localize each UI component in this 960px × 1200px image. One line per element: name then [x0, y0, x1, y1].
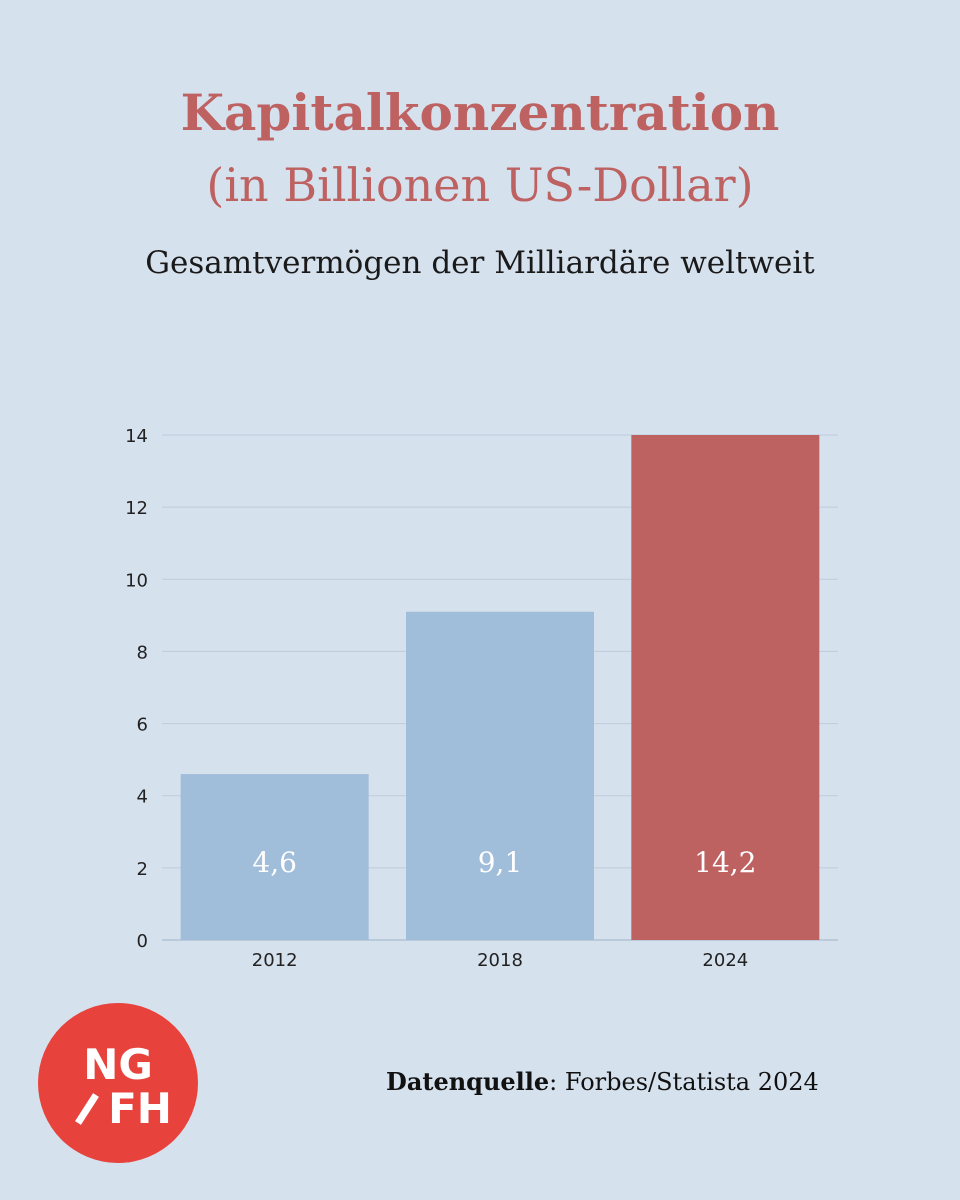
x-tick-label: 2012	[252, 950, 298, 971]
y-tick-label: 12	[125, 498, 148, 519]
data-source-text: : Forbes/Statista 2024	[549, 1068, 819, 1096]
bar	[406, 611, 594, 940]
logo-slash	[75, 1093, 99, 1125]
y-tick-label: 8	[137, 642, 148, 663]
data-source-label: Datenquelle	[386, 1067, 550, 1096]
x-tick-label: 2018	[477, 950, 523, 971]
x-tick-label: 2024	[702, 950, 748, 971]
y-tick-label: 2	[137, 859, 148, 880]
y-tick-label: 6	[137, 715, 148, 736]
bar-chart: 0 2 4 6 8 10 12 14 4,6 2012 9,1 2018 14,2 2024	[125, 426, 838, 971]
logo-text-bottom: FH	[108, 1084, 172, 1133]
y-tick-label: 14	[125, 426, 148, 447]
bar-data-label: 4,6	[252, 846, 297, 879]
y-tick-label: 0	[137, 931, 148, 952]
chart-caption: Gesamtvermögen der Milliardäre weltweit	[145, 245, 815, 281]
bar-data-label: 9,1	[478, 846, 523, 879]
ngfh-logo-mark: NG FH	[75, 1040, 172, 1133]
bar	[180, 774, 369, 940]
bar	[631, 435, 820, 940]
chart-subtitle: (in Billionen US-Dollar)	[206, 158, 754, 212]
logo-text-top: NG	[83, 1040, 153, 1089]
y-tick-label: 4	[137, 787, 148, 808]
bar-data-label: 14,2	[694, 846, 756, 879]
data-source: Datenquelle: Forbes/Statista 2024	[386, 1060, 819, 1104]
ngfh-logo: NG FH	[38, 1003, 198, 1163]
y-tick-label: 10	[125, 570, 148, 591]
chart-title: Kapitalkonzentration	[180, 83, 780, 142]
